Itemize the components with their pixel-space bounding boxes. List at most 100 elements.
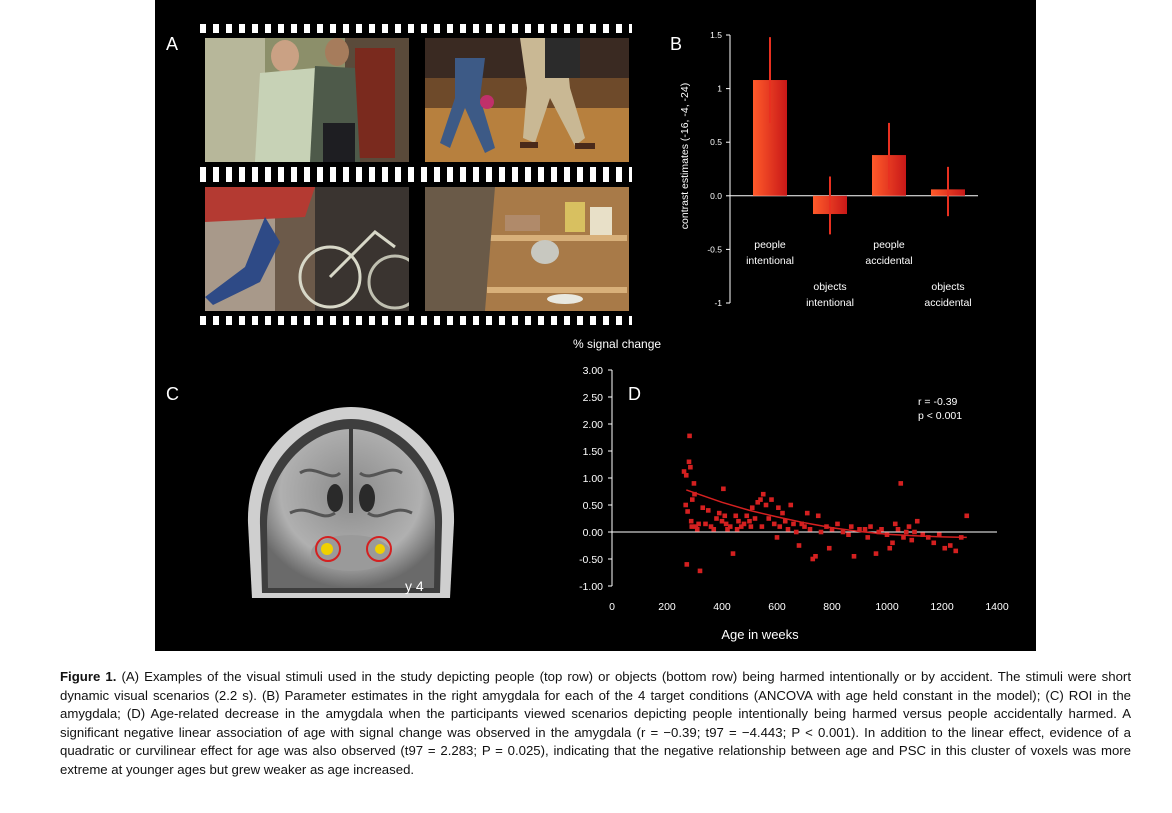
scatter-point — [810, 556, 816, 562]
scatter-point — [846, 532, 851, 537]
scatter-point — [815, 513, 821, 519]
scatter-y-tick-label: 3.00 — [583, 365, 604, 377]
scatter-point — [876, 529, 882, 535]
scatter-point — [681, 469, 687, 474]
bar-y-tick-label: 0.5 — [710, 137, 722, 147]
scatter-point — [734, 527, 740, 532]
scatter-point — [802, 524, 807, 529]
scatter-point — [912, 529, 917, 535]
figure-caption: Figure 1. (A) Examples of the visual sti… — [60, 668, 1131, 779]
scatter-point — [848, 524, 854, 529]
scatter-point — [865, 535, 871, 540]
scatter-point — [807, 527, 813, 532]
filmstrip-bottom — [200, 173, 632, 325]
scatter-point — [909, 537, 915, 543]
scatter-point — [868, 524, 873, 529]
scatter-point — [788, 502, 794, 508]
scatter-point — [964, 513, 970, 519]
scatter-point — [730, 551, 736, 556]
scatter-point — [691, 481, 697, 486]
scatter-point — [771, 521, 777, 527]
scatter-point — [776, 505, 781, 510]
scatter-point — [758, 497, 763, 502]
scatter-x-tick-label: 1400 — [985, 601, 1009, 613]
scatter-point — [879, 527, 884, 532]
brain-coronal-slice: y 4 — [240, 403, 462, 603]
caption-text: (A) Examples of the visual stimuli used … — [60, 669, 1131, 777]
scatter-point — [942, 545, 948, 551]
bar-category-label: objects — [931, 281, 964, 293]
scatter-point — [759, 524, 765, 529]
scatter-y-tick-label: 1.50 — [583, 446, 604, 458]
scatter-point — [780, 510, 785, 516]
scatter-point — [733, 513, 739, 519]
scatter-point — [829, 527, 835, 532]
bar-y-tick-label: 1.5 — [710, 30, 722, 40]
scatter-point — [766, 516, 772, 521]
stimulus-frame-objects-accidental — [425, 187, 629, 311]
bar-category-label: accidental — [924, 297, 971, 309]
scatter-x-tick-label: 600 — [768, 601, 786, 613]
scatter-x-tick-label: 1000 — [875, 601, 899, 613]
scatter-point — [744, 513, 750, 519]
bar-y-tick-label: -1 — [714, 298, 722, 308]
scatter-point — [931, 540, 937, 546]
stimulus-frame-objects-intentional — [205, 187, 409, 311]
bar-y-tick-label: 1 — [717, 84, 722, 94]
scatter-point — [760, 491, 766, 497]
scatter-point — [818, 529, 824, 535]
scatter-point — [851, 554, 857, 559]
bar-category-label: intentional — [746, 255, 794, 267]
scatter-point — [898, 481, 904, 486]
scatter-point — [688, 518, 694, 524]
scatter-x-tick-label: 1200 — [930, 601, 954, 613]
scatter-point — [947, 543, 953, 548]
panel-label-b: B — [670, 34, 683, 54]
scatter-point — [714, 516, 719, 521]
scatter-point — [777, 524, 783, 529]
scatter-point — [755, 500, 761, 505]
caption-label: Figure 1. — [60, 669, 117, 684]
scatter-x-tick-label: 800 — [823, 601, 841, 613]
scatter-point — [857, 527, 862, 532]
scatter-y-tick-label: -1.00 — [579, 581, 603, 593]
scatter-point — [782, 518, 788, 524]
scatter-point — [719, 518, 725, 524]
scatter-point — [925, 535, 931, 540]
film-sprockets — [200, 167, 632, 176]
scatter-point — [936, 532, 942, 537]
scatter-point — [684, 562, 690, 567]
scatter-point — [887, 545, 893, 551]
scatter-point — [920, 532, 926, 537]
stimulus-frame-people-intentional — [205, 38, 409, 162]
bar-category-label: intentional — [806, 297, 854, 309]
scatter-point — [835, 521, 840, 527]
scatter-point — [813, 554, 818, 559]
scatter-point — [914, 518, 920, 524]
scatter-point — [721, 486, 726, 492]
scatter-chart: % signal change Age in weeks r = -0.39 p… — [573, 337, 1009, 642]
scatter-x-tick-label: 0 — [609, 601, 615, 613]
scatter-point — [796, 543, 802, 548]
scatter-point — [793, 529, 799, 535]
scatter-point — [705, 508, 711, 513]
scatter-point — [693, 524, 699, 529]
bar-category-label: people — [873, 239, 905, 251]
scatter-point — [769, 497, 774, 502]
scatter-x-tick-label: 400 — [713, 601, 731, 613]
scatter-point — [749, 505, 755, 510]
scatter-point — [694, 527, 700, 532]
scatter-point — [840, 529, 846, 535]
scatter-axes: -1.00 -0.50 0.00 0.50 1.00 1.50 2.00 2.50 3.00 0 2… — [579, 365, 1009, 613]
scatter-y-tick-label: 1.00 — [583, 473, 604, 485]
scatter-point — [725, 527, 730, 532]
bar-category-label: accidental — [865, 255, 912, 267]
scatter-point — [890, 540, 895, 546]
scatter-y-tick-label: 2.00 — [583, 419, 604, 431]
scatter-x-tick-label: 200 — [658, 601, 676, 613]
scatter-y-tick-label: 2.50 — [583, 392, 604, 404]
scatter-point — [785, 527, 791, 532]
scatter-point — [906, 524, 912, 529]
scatter-point — [689, 524, 695, 529]
bar-y-tick-label: -0.5 — [707, 244, 722, 254]
